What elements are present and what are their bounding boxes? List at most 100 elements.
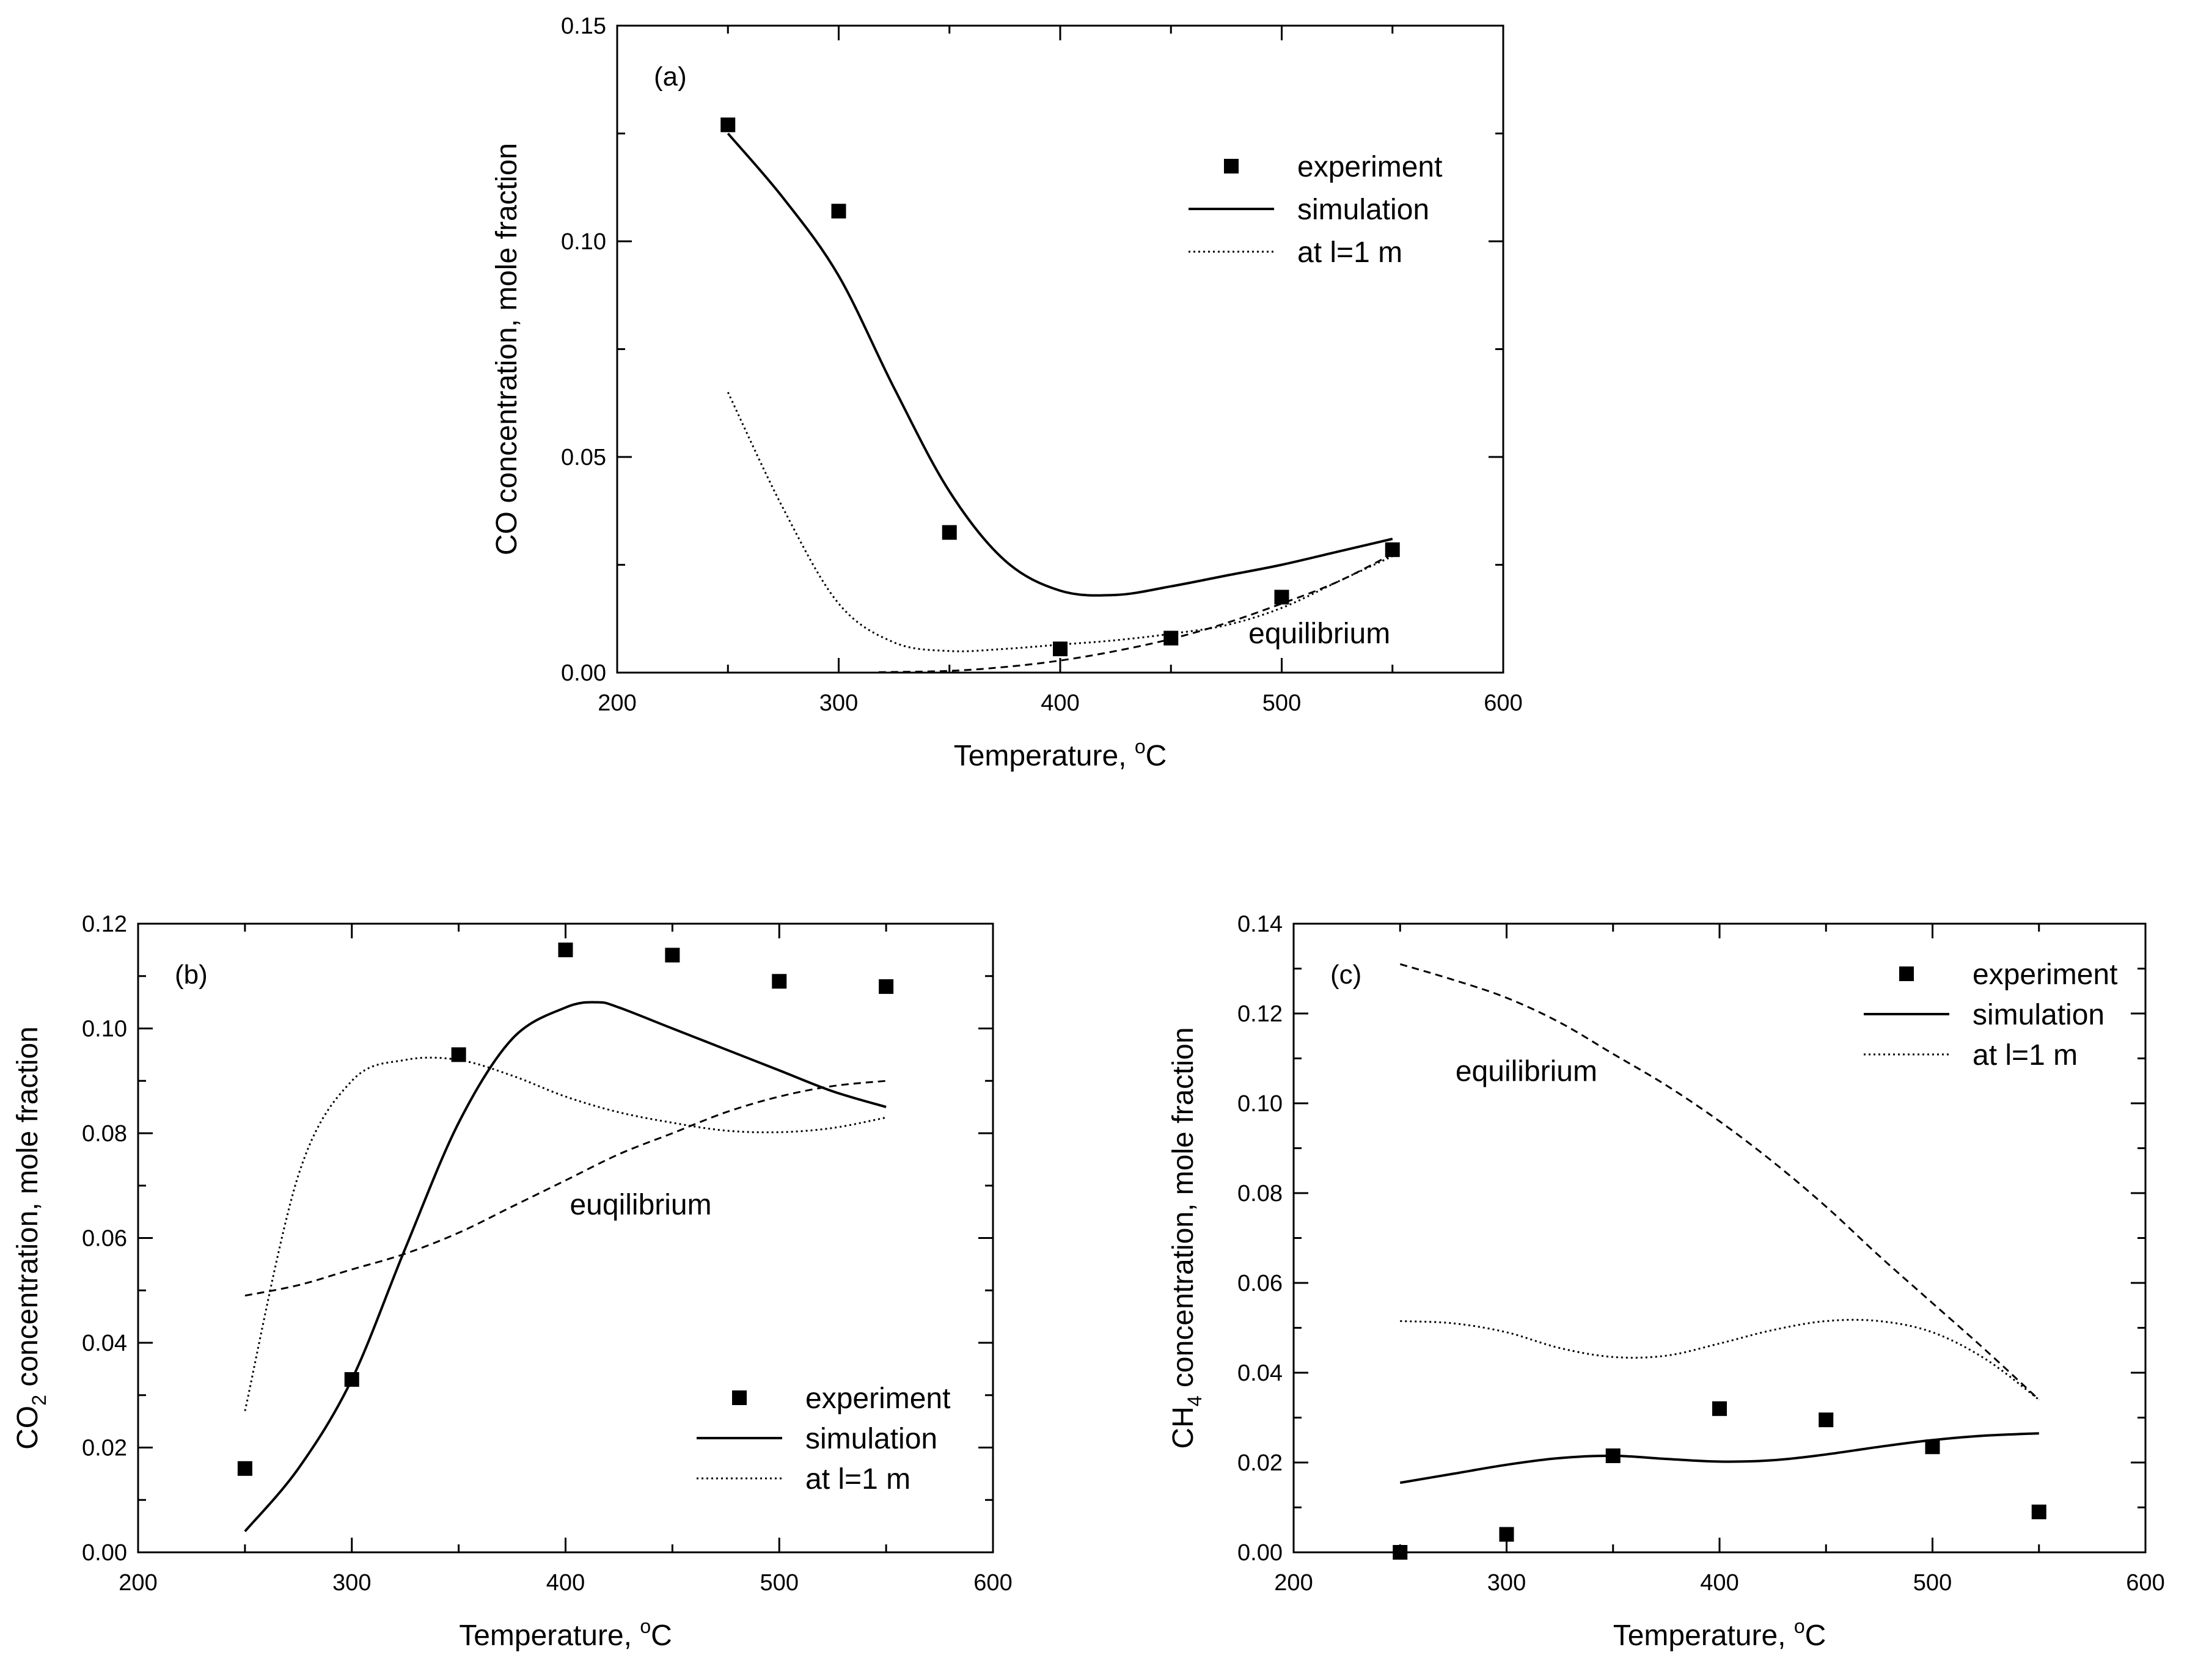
plot-frame — [616, 24, 1504, 674]
experiment-point-500 — [772, 974, 787, 989]
legend-label: experiment — [805, 1382, 950, 1415]
equilibrium-curve — [1399, 963, 2040, 1401]
experiment-point-350 — [942, 525, 957, 540]
y-tick-label: 0.00 — [1237, 1540, 1283, 1566]
experiment-point-250 — [1393, 1545, 1408, 1560]
experiment-point-300 — [831, 203, 846, 219]
x-axis-title-text: Temperature, — [1613, 1620, 1794, 1652]
experiment-point-400 — [1712, 1401, 1727, 1416]
l1m-curve — [727, 392, 1393, 652]
experiment-point-550 — [2031, 1504, 2046, 1519]
x-tick-label: 400 — [546, 1570, 585, 1596]
y-axis-title-text: CO concentration, mole fraction — [491, 143, 523, 555]
x-tick-label: 600 — [1484, 690, 1522, 716]
legend-marker-experiment — [1899, 966, 1914, 981]
y-axis-title-text: CH — [1167, 1406, 1200, 1448]
panel-label: (c) — [1330, 960, 1361, 990]
legend: experiment simulation at l=1 m — [1189, 151, 1442, 269]
legend-label: experiment — [1973, 959, 2117, 991]
x-tick-label: 500 — [1913, 1570, 1952, 1596]
legend-label: simulation — [805, 1423, 937, 1455]
y-tick-label: 0.04 — [1237, 1360, 1283, 1386]
simulation-curve — [1399, 1432, 2039, 1485]
legend: experiment simulation at l=1 m — [1864, 959, 2117, 1072]
x-tick-label: 400 — [1700, 1570, 1738, 1596]
legend-label: experiment — [1297, 151, 1442, 183]
y-tick-label: 0.06 — [82, 1226, 127, 1252]
y-tick-label: 0.05 — [561, 445, 606, 470]
experiment-point-550 — [879, 979, 894, 994]
y-tick-label: 0.06 — [1237, 1271, 1283, 1296]
legend-marker-experiment — [1224, 159, 1239, 173]
simulation-curve — [244, 1001, 887, 1532]
y-axis-title-text: CO — [12, 1406, 44, 1450]
y-axis-title-text: concentration, mole fraction — [1167, 1027, 1200, 1395]
y-tick-label: 0.10 — [82, 1017, 127, 1042]
y-tick-label: 0.12 — [1237, 1001, 1283, 1027]
y-tick-label: 0.14 — [1237, 911, 1283, 937]
y-tick-label: 0.00 — [561, 660, 606, 686]
legend-label: simulation — [1297, 194, 1429, 226]
y-axis-title: CO2 concentration, mole fraction — [12, 1026, 50, 1450]
equilibrium-annotation: equilibrium — [1456, 1055, 1597, 1087]
legend: experiment simulation at l=1 m — [697, 1382, 950, 1496]
y-tick-label: 0.02 — [1237, 1450, 1283, 1476]
x-tick-label: 300 — [1487, 1570, 1526, 1596]
y-tick-label: 0.08 — [1237, 1181, 1283, 1207]
x-tick-label: 200 — [119, 1570, 157, 1596]
experiment-point-500 — [1925, 1439, 1940, 1455]
simulation-curve — [727, 133, 1393, 597]
y-tick-label: 0.00 — [82, 1540, 127, 1566]
l1m-curve — [1400, 1318, 2040, 1401]
y-tick-label: 0.04 — [82, 1331, 127, 1356]
legend-label: simulation — [1973, 999, 2105, 1031]
experiment-point-450 — [1819, 1412, 1834, 1428]
experiment-point-300 — [1499, 1527, 1514, 1542]
equilibrium-annotation: equilibrium — [1248, 618, 1390, 650]
experiment-point-250 — [237, 1461, 252, 1476]
experiment-point-450 — [665, 948, 680, 963]
experiment-point-400 — [558, 942, 573, 957]
y-axis-title-subscript: 2 — [28, 1395, 50, 1406]
y-tick-label: 0.10 — [561, 229, 606, 255]
x-axis-title-unit: C — [1146, 740, 1167, 772]
y-tick-label: 0.15 — [561, 13, 606, 39]
x-tick-label: 200 — [1274, 1570, 1313, 1596]
x-axis-title-text: Temperature, — [459, 1620, 640, 1652]
x-axis-title-sup: o — [1794, 1615, 1805, 1637]
equilibrium-curve — [244, 1079, 887, 1297]
equilibrium-annotation: euqilibrium — [570, 1189, 711, 1221]
y-tick-label: 0.08 — [82, 1121, 127, 1147]
y-axis-title: CH4 concentration, mole fraction — [1167, 1027, 1206, 1448]
x-axis-title-sup: o — [640, 1615, 651, 1637]
legend-label: at l=1 m — [805, 1463, 910, 1496]
x-axis-title-unit: C — [651, 1620, 672, 1652]
equilibrium-curve — [878, 553, 1393, 673]
chart-panel-b: 200 300 400 500 600 0.00 0.02 0.04 0.06 0.08 0.10 0… — [12, 911, 1013, 1652]
legend-marker-experiment — [732, 1390, 747, 1405]
x-axis-title: Temperature, oC — [954, 736, 1167, 772]
y-axis-title-text: concentration, mole fraction — [12, 1026, 44, 1395]
x-axis-title-sup: o — [1135, 736, 1146, 758]
experiment-point-250 — [720, 117, 736, 133]
x-axis-title-text: Temperature, — [954, 740, 1135, 772]
x-axis-title: Temperature, oC — [1613, 1615, 1826, 1652]
x-axis-title-unit: C — [1805, 1620, 1826, 1652]
y-axis-title: CO concentration, mole fraction — [491, 143, 523, 555]
x-tick-label: 300 — [332, 1570, 371, 1596]
x-tick-label: 600 — [973, 1570, 1012, 1596]
panel-label: (b) — [175, 960, 208, 990]
panel-label: (a) — [654, 62, 687, 92]
y-tick-label: 0.10 — [1237, 1091, 1283, 1117]
chart-panel-c: 200 300 400 500 600 0.00 0.02 0.04 0.06 0.08 0.10 0… — [1167, 911, 2165, 1652]
legend-label: at l=1 m — [1973, 1039, 2078, 1072]
x-tick-label: 500 — [1262, 690, 1301, 716]
x-tick-label: 200 — [598, 690, 636, 716]
x-tick-label: 300 — [819, 690, 858, 716]
x-tick-label: 500 — [760, 1570, 799, 1596]
plot-frame — [137, 922, 994, 1554]
y-axis-title-subscript: 4 — [1184, 1395, 1206, 1406]
experiment-point-350 — [451, 1047, 466, 1062]
x-axis-title: Temperature, oC — [459, 1615, 672, 1652]
